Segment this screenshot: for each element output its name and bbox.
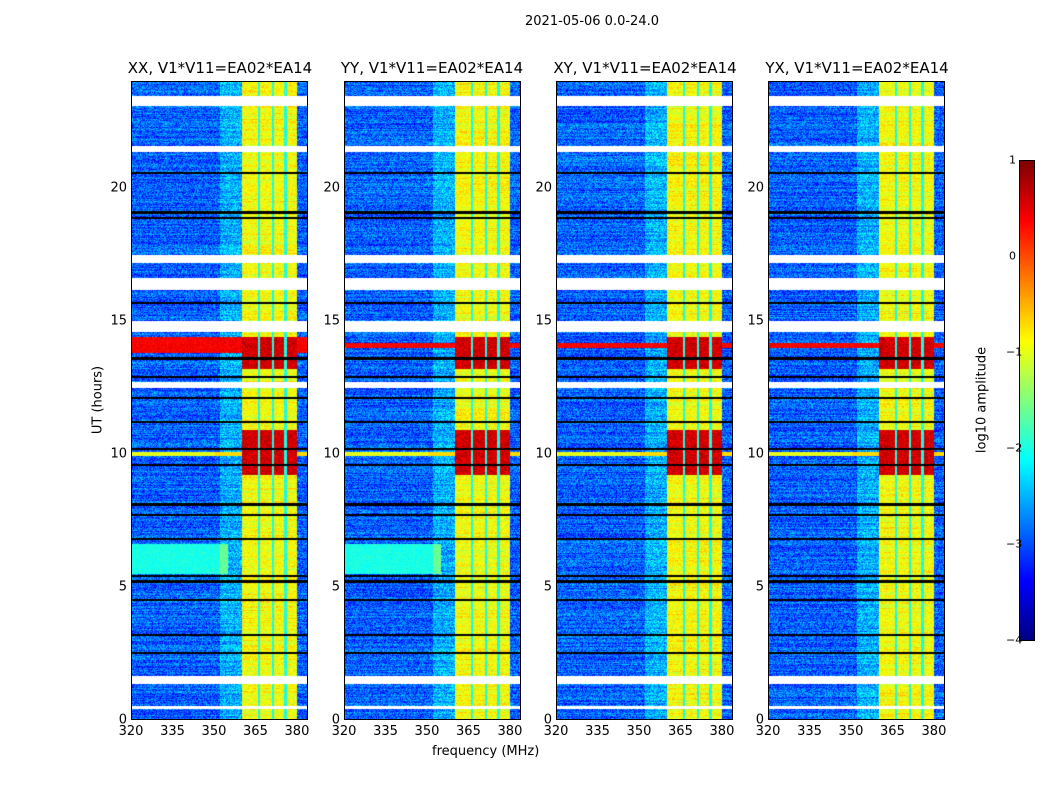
x-tick-label: 335	[797, 724, 822, 739]
heatmap-panel-xy	[556, 81, 733, 720]
x-tick-label: 350	[201, 724, 227, 739]
y-tick-label: 15	[323, 313, 340, 329]
x-tick-label: 365	[243, 724, 268, 739]
x-tick-label: 335	[160, 724, 185, 739]
x-axis-label: frequency (MHz)	[432, 744, 540, 759]
panel-title-xx: XX, V1*V11=EA02*EA14	[127, 59, 313, 77]
y-tick-label: 0	[331, 712, 340, 728]
colorbar-label: log10 amplitude	[974, 346, 990, 454]
panel-title-xy: XY, V1*V11=EA02*EA14	[553, 59, 737, 77]
colorbar-gradient	[1020, 161, 1034, 640]
y-tick-label: 20	[110, 180, 127, 195]
panel-title-yy: YY, V1*V11=EA02*EA14	[340, 59, 524, 77]
y-tick-label: 5	[118, 579, 127, 595]
y-tick-label: 20	[323, 180, 340, 195]
y-tick-label: 0	[543, 712, 552, 728]
x-tick-label: 320	[331, 724, 357, 739]
colorbar-tick-label: 0	[1009, 249, 1016, 263]
heatmap-panel-yy	[344, 81, 521, 720]
x-tick-label: 320	[118, 724, 144, 739]
x-tick-label: 380	[921, 724, 947, 739]
panel-title-yx: YX, V1*V11=EA02*EA14	[765, 59, 949, 77]
heatmap-xy	[557, 82, 732, 719]
x-tick-label: 365	[880, 724, 905, 739]
colorbar-tick-label: 1	[1009, 153, 1016, 167]
heatmap-yy	[345, 82, 520, 719]
y-tick-label: 5	[331, 579, 340, 595]
y-tick-label: 5	[755, 579, 764, 595]
y-tick-label: 15	[535, 313, 552, 329]
x-tick-label: 335	[373, 724, 398, 739]
colorbar	[1019, 160, 1035, 641]
x-tick-label: 380	[497, 724, 523, 739]
y-tick-label: 10	[747, 446, 764, 462]
x-tick-label: 350	[414, 724, 440, 739]
y-tick-label: 20	[535, 180, 552, 195]
y-tick-label: 10	[323, 446, 340, 462]
x-tick-label: 320	[755, 724, 781, 739]
colorbar-tick-label: −2	[1006, 441, 1023, 455]
y-tick-label: 10	[110, 446, 127, 462]
heatmap-yx	[769, 82, 944, 719]
heatmap-xx	[132, 82, 307, 719]
y-tick-label: 20	[747, 180, 764, 195]
y-tick-label: 15	[110, 313, 127, 329]
x-tick-label: 365	[668, 724, 693, 739]
x-tick-label: 350	[626, 724, 652, 739]
heatmap-panel-yx	[768, 81, 945, 720]
colorbar-tick-label: −4	[1006, 633, 1023, 647]
figure-title: 2021-05-06 0.0-24.0	[525, 14, 659, 29]
y-axis-label: UT (hours)	[90, 365, 106, 435]
x-tick-label: 350	[838, 724, 864, 739]
y-tick-label: 5	[543, 579, 552, 595]
y-tick-label: 0	[755, 712, 764, 728]
y-tick-label: 15	[747, 313, 764, 329]
heatmap-panel-xx	[131, 81, 308, 720]
y-tick-label: 10	[535, 446, 552, 462]
x-tick-label: 380	[284, 724, 310, 739]
x-tick-label: 335	[585, 724, 610, 739]
x-tick-label: 365	[456, 724, 481, 739]
colorbar-tick-label: −1	[1006, 345, 1023, 359]
colorbar-tick-label: −3	[1006, 537, 1023, 551]
x-tick-label: 380	[709, 724, 735, 739]
x-tick-label: 320	[543, 724, 569, 739]
y-tick-label: 0	[118, 712, 127, 728]
